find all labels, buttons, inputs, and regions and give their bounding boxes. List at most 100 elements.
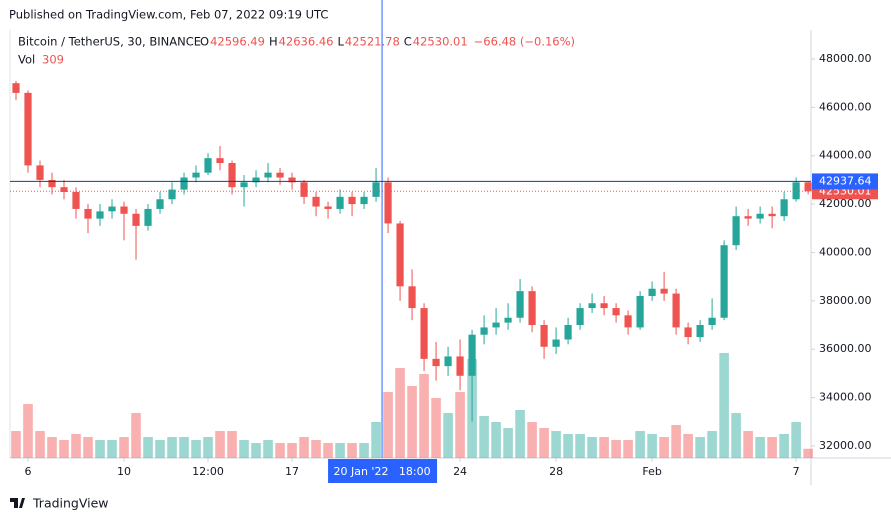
volume-bar bbox=[599, 437, 609, 458]
volume-bar bbox=[203, 437, 213, 458]
candle-body bbox=[240, 182, 248, 188]
candle-body bbox=[744, 216, 752, 219]
candle-body bbox=[252, 177, 260, 183]
volume-bar bbox=[419, 374, 429, 458]
candle-body bbox=[684, 327, 692, 338]
candle-body bbox=[480, 327, 488, 335]
candle-body bbox=[552, 339, 560, 347]
candle-body bbox=[156, 199, 164, 209]
x-tick-label: 12:00 bbox=[192, 465, 224, 478]
candle-body bbox=[216, 158, 224, 163]
volume-bar bbox=[659, 437, 669, 458]
volume-bar bbox=[59, 440, 69, 458]
ohlc-value: 42521.78 bbox=[345, 35, 400, 49]
candle-body bbox=[348, 196, 356, 205]
candle-body bbox=[48, 179, 56, 188]
candle-body bbox=[36, 165, 44, 180]
volume-bar bbox=[251, 443, 261, 458]
ohlc-key: O bbox=[200, 35, 209, 49]
candle-body bbox=[600, 303, 608, 309]
candle-body bbox=[144, 208, 152, 226]
volume-bar bbox=[515, 410, 525, 458]
volume-bar bbox=[47, 437, 57, 458]
candle-body bbox=[120, 206, 128, 214]
volume-bar bbox=[287, 443, 297, 458]
volume-bar bbox=[23, 404, 33, 458]
candle-body bbox=[612, 308, 620, 316]
volume-bar bbox=[107, 440, 117, 458]
crosshair-price-tag bbox=[812, 173, 878, 190]
ohlc-value: 42596.49 bbox=[210, 35, 265, 49]
volume-bar bbox=[503, 428, 513, 458]
candle-body bbox=[300, 182, 308, 197]
y-tick-label: 44000.00 bbox=[819, 149, 872, 162]
candle-body bbox=[108, 206, 116, 212]
volume-value: 309 bbox=[42, 53, 64, 67]
ohlc-key: L bbox=[337, 35, 344, 49]
candle-body bbox=[540, 325, 548, 347]
volume-bar bbox=[707, 431, 717, 458]
volume-bar bbox=[335, 443, 345, 458]
candle-body bbox=[276, 172, 284, 178]
candle-body bbox=[192, 172, 200, 178]
volume-bar bbox=[227, 431, 237, 458]
candle-body bbox=[288, 177, 296, 183]
x-tick-label: Feb bbox=[642, 465, 661, 478]
volume-bar bbox=[803, 448, 813, 458]
volume-bar bbox=[407, 386, 417, 458]
volume-bar bbox=[731, 413, 741, 458]
published-note: Published on TradingView.com, Feb 07, 20… bbox=[9, 8, 328, 22]
volume-bar bbox=[587, 437, 597, 458]
volume-bar bbox=[71, 434, 81, 458]
volume-bar bbox=[491, 422, 501, 458]
x-tick-label: 24 bbox=[453, 465, 467, 478]
candle-body bbox=[696, 325, 704, 338]
volume-bar bbox=[647, 434, 657, 458]
volume-bar bbox=[479, 416, 489, 458]
candle-body bbox=[732, 216, 740, 246]
footer-logo bbox=[10, 498, 25, 508]
candle-body bbox=[624, 315, 632, 328]
candle-body bbox=[576, 308, 584, 326]
volume-bar bbox=[539, 428, 549, 458]
volume-bar bbox=[623, 440, 633, 458]
volume-bar bbox=[311, 440, 321, 458]
volume-bar bbox=[191, 440, 201, 458]
y-tick-label: 38000.00 bbox=[819, 294, 872, 307]
x-tick-label: 6 bbox=[25, 465, 32, 478]
volume-bar bbox=[791, 422, 801, 458]
candle-body bbox=[468, 334, 476, 376]
candle-body bbox=[60, 187, 68, 193]
volume-bar bbox=[95, 440, 105, 458]
candle-body bbox=[384, 182, 392, 224]
candle-body bbox=[180, 177, 188, 190]
volume-bar bbox=[755, 437, 765, 458]
candle-body bbox=[504, 317, 512, 323]
volume-bar bbox=[239, 440, 249, 458]
y-tick-label: 36000.00 bbox=[819, 342, 872, 355]
x-tick-label: 28 bbox=[549, 465, 563, 478]
candle-body bbox=[408, 286, 416, 309]
volume-bar bbox=[371, 422, 381, 458]
candle-body bbox=[204, 158, 212, 173]
volume-bar bbox=[215, 431, 225, 458]
candle-body bbox=[780, 199, 788, 217]
crosshair-time-tag bbox=[328, 459, 438, 483]
y-tick-label: 48000.00 bbox=[819, 52, 872, 65]
volume-bar bbox=[575, 434, 585, 458]
volume-bar bbox=[155, 440, 165, 458]
candle-body bbox=[492, 322, 500, 328]
x-tick-label: 10 bbox=[117, 465, 131, 478]
ohlc-value: 42636.46 bbox=[279, 35, 334, 49]
volume-bar bbox=[35, 431, 45, 458]
candle-body bbox=[360, 196, 368, 205]
volume-bar bbox=[719, 353, 729, 458]
volume-bar bbox=[131, 413, 141, 458]
ohlc-key: C bbox=[404, 35, 412, 49]
footer-brand: TradingView bbox=[32, 496, 109, 511]
candle-body bbox=[396, 223, 404, 287]
y-tick-label: 34000.00 bbox=[819, 391, 872, 404]
volume-bar bbox=[443, 413, 453, 458]
candle-body bbox=[228, 162, 236, 188]
